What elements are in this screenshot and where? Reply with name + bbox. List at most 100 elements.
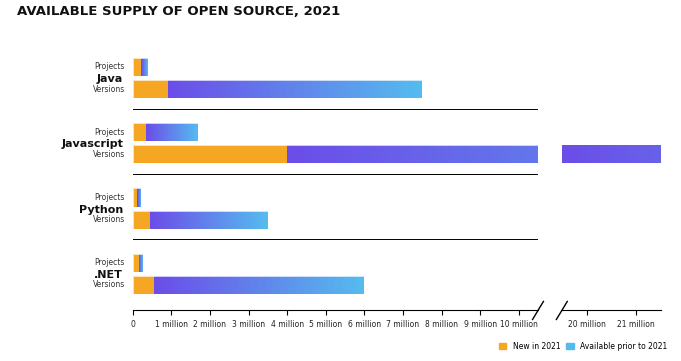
Bar bbox=[262, 210, 264, 229]
Bar bbox=[266, 80, 270, 98]
Bar bbox=[206, 80, 209, 98]
Bar bbox=[352, 80, 355, 98]
Bar bbox=[354, 276, 356, 294]
Bar bbox=[193, 80, 196, 98]
Bar bbox=[386, 145, 394, 164]
Bar bbox=[493, 145, 502, 164]
Bar bbox=[189, 210, 190, 229]
Bar bbox=[368, 80, 371, 98]
Bar bbox=[276, 80, 279, 98]
Text: Projects: Projects bbox=[94, 193, 125, 202]
Bar bbox=[295, 80, 298, 98]
Bar bbox=[588, 145, 595, 164]
Bar bbox=[257, 80, 260, 98]
Bar bbox=[174, 210, 175, 229]
Bar bbox=[202, 210, 203, 229]
Bar bbox=[301, 80, 304, 98]
Bar bbox=[294, 276, 296, 294]
Bar bbox=[409, 80, 413, 98]
Bar bbox=[208, 210, 209, 229]
Bar bbox=[133, 58, 141, 76]
Bar bbox=[133, 80, 422, 98]
Bar bbox=[190, 210, 191, 229]
Bar bbox=[320, 145, 328, 164]
Bar bbox=[199, 210, 200, 229]
Bar bbox=[345, 145, 353, 164]
Text: Versions: Versions bbox=[93, 280, 125, 290]
Bar bbox=[168, 210, 170, 229]
Bar bbox=[407, 80, 409, 98]
Bar bbox=[183, 80, 187, 98]
Bar bbox=[460, 145, 469, 164]
Bar bbox=[225, 276, 227, 294]
Bar bbox=[394, 80, 397, 98]
Bar bbox=[419, 145, 428, 164]
Bar bbox=[647, 145, 653, 164]
Bar bbox=[133, 58, 148, 76]
Bar bbox=[183, 276, 185, 294]
Bar bbox=[200, 210, 202, 229]
Bar bbox=[154, 276, 157, 294]
Bar bbox=[279, 80, 282, 98]
Bar bbox=[233, 276, 236, 294]
Bar bbox=[336, 80, 339, 98]
Bar bbox=[400, 80, 403, 98]
Bar bbox=[252, 210, 253, 229]
Bar bbox=[170, 210, 171, 229]
Bar bbox=[333, 276, 336, 294]
Bar bbox=[353, 145, 362, 164]
Bar bbox=[241, 210, 243, 229]
Bar bbox=[291, 276, 294, 294]
Bar bbox=[194, 210, 195, 229]
Bar bbox=[673, 145, 680, 164]
Bar bbox=[133, 123, 146, 141]
Bar bbox=[196, 276, 199, 294]
Bar bbox=[183, 210, 184, 229]
Bar bbox=[187, 80, 190, 98]
Bar bbox=[172, 210, 174, 229]
Bar bbox=[133, 210, 150, 229]
Bar bbox=[304, 80, 308, 98]
Bar bbox=[285, 276, 288, 294]
Bar bbox=[133, 210, 268, 229]
Bar bbox=[236, 210, 237, 229]
Bar bbox=[359, 276, 362, 294]
Bar bbox=[283, 276, 285, 294]
Bar bbox=[394, 145, 402, 164]
Bar bbox=[265, 210, 266, 229]
Bar bbox=[485, 145, 493, 164]
Bar bbox=[336, 145, 345, 164]
Bar bbox=[620, 145, 627, 164]
Bar bbox=[224, 210, 225, 229]
Bar bbox=[180, 276, 183, 294]
Bar bbox=[267, 276, 270, 294]
Bar bbox=[330, 276, 333, 294]
Bar bbox=[582, 145, 588, 164]
Bar bbox=[680, 145, 681, 164]
Bar bbox=[413, 80, 416, 98]
Bar bbox=[270, 276, 272, 294]
Bar bbox=[640, 145, 647, 164]
Bar bbox=[227, 210, 228, 229]
Bar bbox=[209, 80, 212, 98]
Bar bbox=[280, 276, 283, 294]
Bar bbox=[323, 80, 327, 98]
Bar bbox=[243, 276, 246, 294]
Bar bbox=[653, 145, 660, 164]
Bar bbox=[317, 80, 320, 98]
Bar bbox=[163, 210, 165, 229]
Bar bbox=[614, 145, 620, 164]
Bar bbox=[187, 210, 189, 229]
Bar bbox=[362, 80, 365, 98]
Bar bbox=[180, 210, 181, 229]
Bar bbox=[210, 210, 212, 229]
Bar bbox=[220, 276, 223, 294]
Bar bbox=[162, 210, 163, 229]
Bar bbox=[170, 276, 172, 294]
Bar bbox=[289, 80, 291, 98]
Bar bbox=[157, 276, 159, 294]
Bar bbox=[204, 276, 206, 294]
Bar bbox=[227, 276, 230, 294]
Bar bbox=[240, 210, 241, 229]
Bar bbox=[241, 276, 243, 294]
